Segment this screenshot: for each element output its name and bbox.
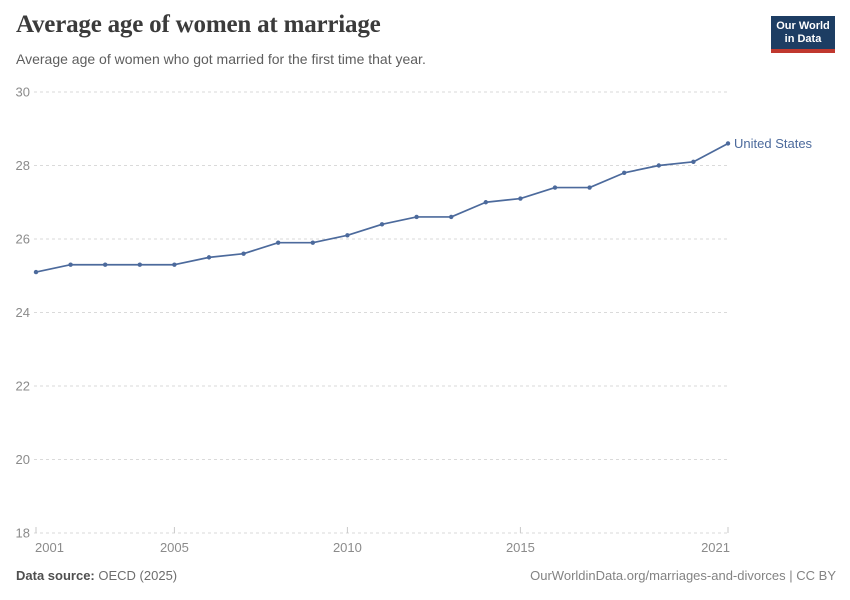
owid-logo[interactable]: Our World in Data [771,16,835,53]
x-axis-tick-label: 2021 [701,540,730,555]
chart-title: Average age of women at marriage [16,11,381,38]
data-point [622,170,627,176]
data-point [345,233,350,238]
series-end-label: United States [734,136,813,151]
data-line [35,142,729,273]
y-axis-tick-label: 26 [16,232,30,247]
x-axis-tick-label: 2015 [506,540,535,555]
owid-logo-line2: in Data [784,33,822,45]
data-point [414,214,419,220]
chart-subtitle: Average age of women who got married for… [16,51,426,67]
y-axis-tick-label: 30 [16,85,30,100]
data-source: Data source: OECD (2025) [16,568,177,583]
data-point [552,185,558,190]
x-axis-tick-label: 2005 [160,540,189,555]
x-axis-tick-label: 2010 [333,540,362,555]
x-axis-tick-label: 2001 [35,540,64,555]
y-axis-tick-label: 18 [16,526,30,541]
data-point [103,262,108,267]
y-axis-tick-label: 24 [16,305,30,320]
data-point [137,262,142,267]
data-point [68,262,73,267]
y-axis-tick-label: 20 [16,452,30,467]
data-source-value: OECD (2025) [98,568,178,583]
data-point [449,214,454,220]
data-source-label: Data source: [16,568,95,583]
data-point [691,159,696,165]
data-point [172,262,177,267]
data-point [725,141,731,146]
data-point [379,222,385,227]
y-axis-tick-label: 22 [16,379,30,394]
data-point [656,163,661,168]
data-point [310,240,315,245]
owid-logo-line1: Our World [776,20,830,32]
data-point [276,240,281,245]
data-point [206,255,212,260]
data-point [483,200,488,205]
data-point [587,185,592,190]
data-point [241,251,246,256]
y-axis-tick-label: 28 [16,158,30,173]
data-point [33,269,39,275]
footer-credit-link[interactable]: OurWorldinData.org/marriages-and-divorce… [530,568,836,583]
data-point [518,196,523,201]
